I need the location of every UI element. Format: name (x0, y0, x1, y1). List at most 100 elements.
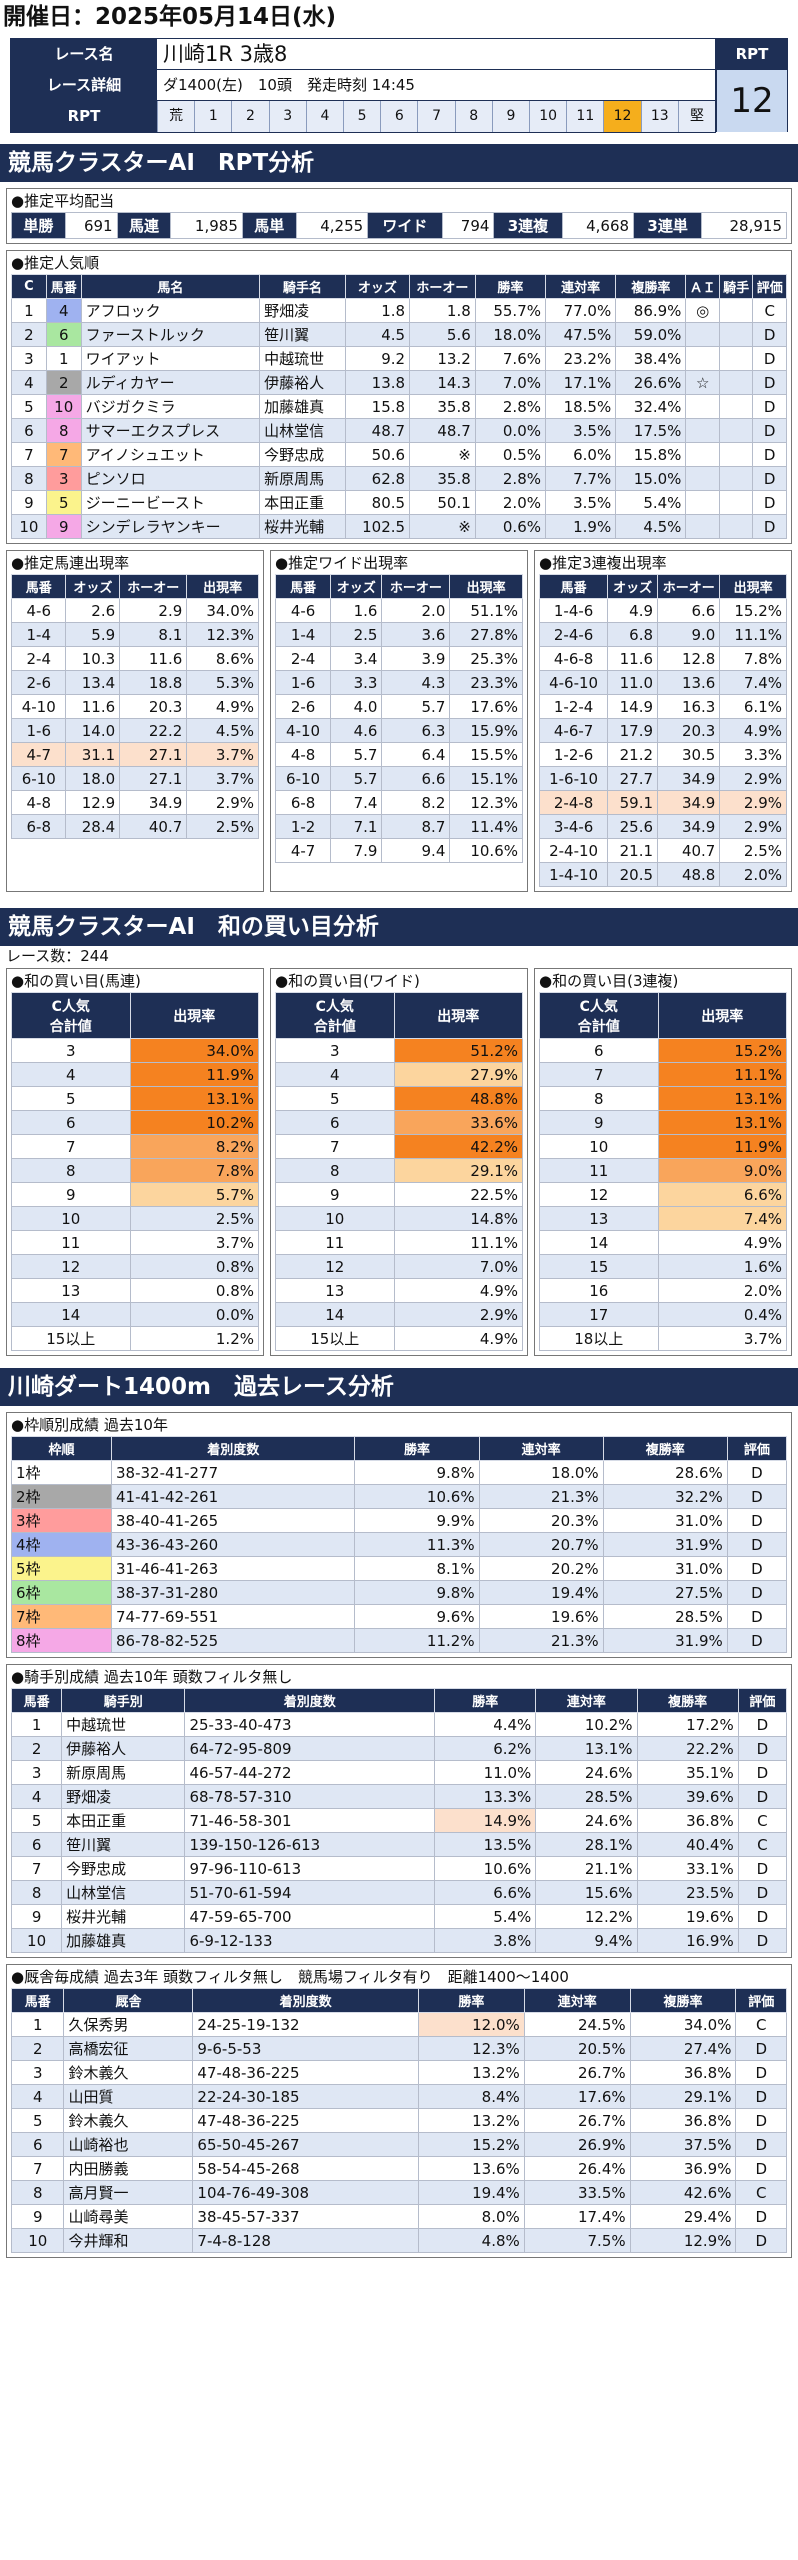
table-cell: 27.1 (119, 742, 188, 767)
section-past-races: 川崎ダート1400m 過去レース分析 (0, 1368, 798, 1406)
column-header: ホーオー (409, 274, 476, 299)
table-cell: 8 (275, 1158, 395, 1183)
table-cell: 11.0 (607, 670, 659, 695)
table-cell: D (735, 2156, 787, 2181)
table-cell: 8 (11, 1158, 131, 1183)
table-cell: 13 (11, 1278, 131, 1303)
table-cell: 7 (11, 1134, 131, 1159)
race-count: レース数：244 (6, 947, 109, 965)
table-row: 4-10 11.6 20.3 4.9% (10, 694, 259, 719)
column-header: 馬番 (10, 1988, 65, 2013)
payout-value: 794 (441, 212, 495, 239)
table-row: 4-6-10 11.0 13.6 7.4% (538, 670, 787, 695)
column-header: ホーオー (381, 574, 451, 599)
table-cell: 35.8 (409, 394, 476, 419)
table-cell: D (726, 1460, 788, 1485)
table-cell: 23.2% (544, 346, 617, 371)
table-cell: 26.9% (523, 2132, 631, 2157)
table-cell: 11 (539, 1158, 659, 1183)
table-cell: 4 (275, 1062, 395, 1087)
table-row: 4-6 1.6 2.0 51.1% (274, 598, 523, 623)
table-cell: 1 (45, 346, 82, 371)
table-cell: 13.6 (657, 670, 721, 695)
table-cell: 34.0% (629, 2012, 737, 2037)
table-cell: 20.5 (607, 862, 659, 887)
table-cell: 28.1% (535, 1832, 638, 1857)
table-cell: 9-6-5-53 (192, 2036, 419, 2061)
table-cell: 51-70-61-594 (184, 1880, 436, 1905)
table-cell: 4-10 (274, 718, 332, 743)
table-cell: 11 (275, 1230, 395, 1255)
table-cell: 1 (10, 1712, 63, 1737)
table-cell: 12 (275, 1254, 395, 1279)
rpt-scale: 荒 1 2 3 4 5 6 7 8 9 10 11 12 13 堅 (157, 101, 716, 132)
rpt-scale-cell: 11 (566, 101, 604, 132)
table-row: 5 48.8% (275, 1086, 524, 1111)
table-row: 2 高橋宏征 9-6-5-53 12.3% 20.5% 27.4% D (10, 2036, 787, 2061)
table-row: 5枠 31-46-41-263 8.1% 20.2% 31.0% D (11, 1556, 788, 1581)
table-cell: 15 (539, 1254, 659, 1279)
column-header: 出現率 (449, 574, 523, 599)
table-row: 3 鈴木義久 47-48-36-225 13.2% 26.7% 36.8% D (10, 2060, 787, 2085)
table-row: 2枠 41-41-42-261 10.6% 21.3% 32.2% D (11, 1484, 788, 1509)
table-cell: 9 (10, 1904, 63, 1929)
table-cell: 中越琉世 (259, 346, 346, 371)
table-row: 1-2-6 21.2 30.5 3.3% (538, 742, 787, 767)
table-cell: 13.4 (65, 670, 121, 695)
table-cell: 9 (11, 490, 47, 515)
table-cell: 19.6% (636, 1904, 739, 1929)
table-cell: 7.5% (523, 2228, 631, 2253)
table-cell: 4 (11, 370, 47, 395)
table-cell: 71-46-58-301 (184, 1808, 436, 1833)
table-cell: 15.2% (657, 1038, 788, 1063)
table-cell (685, 514, 720, 539)
column-header: 連対率 (523, 1988, 631, 2013)
table-cell: 38-45-57-337 (192, 2204, 419, 2229)
table-cell: D (735, 2108, 787, 2133)
table-cell: 13.1% (657, 1110, 788, 1135)
table-cell: 14 (11, 1302, 131, 1327)
table-cell: 7.4% (657, 1206, 788, 1231)
column-header: C人気 合計値 (539, 992, 659, 1039)
table-cell: 39.6% (636, 1784, 739, 1809)
table-cell: 12.3% (449, 790, 523, 815)
table-row: 1 4 アフロック 野畑凌 1.8 1.8 55.7% 77.0% 86.9% ◎ C (11, 298, 787, 323)
waku-box: ●枠順別成績 過去10年 枠順 着別度数 勝率 連対率 複勝率 評価 1枠 38-32-41-… (6, 1412, 792, 1658)
waku-table: 枠順 着別度数 勝率 連対率 複勝率 評価 1枠 38-32-41-277 9.8% 18.0% 2… (11, 1436, 788, 1653)
table-cell: 5.9 (65, 622, 121, 647)
table-cell: 10 (11, 514, 47, 539)
table-row: 17 0.4% (539, 1302, 788, 1327)
table-cell: 24.6% (535, 1808, 638, 1833)
table-row: 2-4-6 6.8 9.0 11.1% (538, 622, 787, 647)
table-cell: 46-57-44-272 (184, 1760, 436, 1785)
table-cell: 13.2% (417, 2060, 525, 2085)
table-row: 18以上 3.7% (539, 1326, 788, 1351)
table-row: 7 7 アイノシュエット 今野忠成 50.6 ※ 0.5% 6.0% 15.8% D (11, 442, 787, 467)
table-cell: 7 (10, 2156, 65, 2181)
column-header: オッズ (607, 574, 659, 599)
table-cell: 4.5% (615, 514, 687, 539)
table-cell: 5 (275, 1086, 395, 1111)
table-cell: 伊藤裕人 (61, 1736, 186, 1761)
column-header: オッズ (330, 574, 383, 599)
table-cell: 27.9% (393, 1062, 524, 1087)
popularity-title: ●推定人気順 (11, 254, 100, 272)
table-cell: 5.7 (381, 694, 451, 719)
table-cell: 13.8 (344, 370, 411, 395)
table-cell: 38.4% (615, 346, 687, 371)
table-cell: 2.5% (129, 1206, 260, 1231)
table-cell: D (752, 370, 787, 395)
table-cell: 29.1% (393, 1158, 524, 1183)
table-cell: 104-76-49-308 (192, 2180, 419, 2205)
table-cell (685, 466, 720, 491)
table-cell: 6 (45, 322, 82, 347)
table-row: 2 6 ファーストルック 笹川翼 4.5 5.6 18.0% 47.5% 59.0% D (11, 322, 787, 347)
table-cell: 伊藤裕人 (259, 370, 346, 395)
table-row: 6-8 28.4 40.7 2.5% (10, 814, 259, 839)
sum-umaren-box: ●和の買い目(馬連) C人気 合計値 出現率 3 34.0% 4 11.9% 5 13.1% 6 1… (6, 968, 264, 1356)
table-cell: 9 (275, 1182, 395, 1207)
table-cell: 13 (539, 1206, 659, 1231)
table-cell: 4 (45, 298, 82, 323)
table-cell: 17.1% (544, 370, 617, 395)
table-cell: 23.5% (636, 1880, 739, 1905)
